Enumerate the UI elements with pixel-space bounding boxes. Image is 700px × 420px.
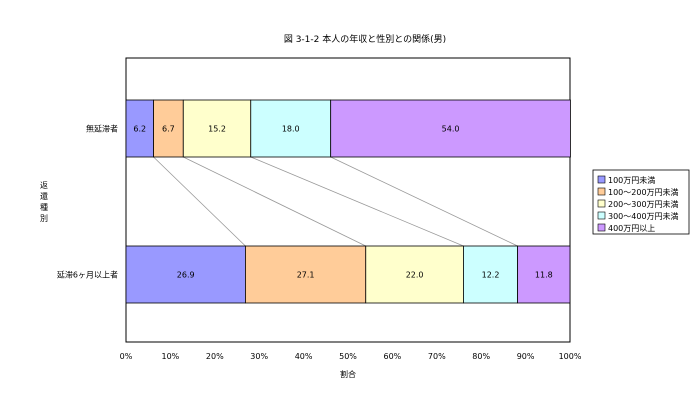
x-tick-label: 20% bbox=[206, 352, 224, 361]
y-axis-label-char: 返 bbox=[40, 181, 48, 190]
x-tick-label: 80% bbox=[472, 352, 490, 361]
value-label: 27.1 bbox=[297, 271, 315, 280]
series-line bbox=[153, 156, 246, 247]
legend-label: 100～200万円未満 bbox=[608, 187, 679, 197]
bar-delinquent-6mo-s4 bbox=[463, 245, 519, 304]
value-label: 26.9 bbox=[177, 271, 195, 280]
chart-title: 図 3-1-2 本人の年収と性別との関係(男) bbox=[284, 33, 446, 45]
bar-delinquent-6mo-s5 bbox=[517, 245, 571, 304]
y-axis-label-char: 別 bbox=[40, 214, 48, 223]
x-tick-label: 60% bbox=[384, 352, 402, 361]
x-axis-ticks: 0% 10% 20% 30% 40% 50% 60% 70% 80% 90% 100% bbox=[120, 352, 582, 361]
legend-label: 300～400万円未満 bbox=[608, 211, 679, 221]
value-label: 12.2 bbox=[482, 271, 500, 280]
x-tick-label: 30% bbox=[250, 352, 268, 361]
x-tick-label: 90% bbox=[517, 352, 535, 361]
bar-delinquent-6mo-s3 bbox=[365, 245, 464, 304]
legend-box bbox=[592, 169, 690, 235]
bar-no-delinquency-s2 bbox=[153, 99, 184, 158]
value-label: 15.2 bbox=[208, 125, 226, 134]
value-label: 54.0 bbox=[442, 125, 460, 134]
value-label: 6.7 bbox=[162, 125, 175, 134]
bar-no-delinquency-s1 bbox=[125, 99, 154, 158]
bar-delinquent-6mo-s1 bbox=[125, 245, 246, 304]
value-label: 6.2 bbox=[133, 125, 146, 134]
value-label: 11.8 bbox=[535, 271, 553, 280]
series-line bbox=[330, 156, 518, 247]
x-tick-label: 40% bbox=[295, 352, 313, 361]
x-tick-label: 10% bbox=[162, 352, 180, 361]
legend-swatch bbox=[597, 199, 606, 208]
x-tick-label: 100% bbox=[559, 352, 582, 361]
bar-no-delinquency-s5 bbox=[330, 99, 571, 158]
legend-label: 200～300万円未満 bbox=[608, 199, 679, 209]
series-line bbox=[183, 156, 366, 247]
legend-swatch bbox=[597, 187, 606, 196]
legend-swatch bbox=[597, 175, 606, 184]
legend-label: 100万円未満 bbox=[608, 175, 655, 185]
value-labels: 6.2 6.7 15.2 18.0 54.0 26.9 27.1 22.0 12.2 11.8 bbox=[133, 125, 552, 280]
category-label: 延滞6ヶ月以上者 bbox=[57, 270, 118, 280]
y-axis-label-char: 還 bbox=[40, 191, 48, 201]
x-tick-label: 0% bbox=[120, 352, 133, 361]
bars bbox=[125, 99, 571, 304]
category-label: 無延滞者 bbox=[86, 124, 118, 134]
legend-swatch bbox=[597, 211, 606, 220]
value-label: 22.0 bbox=[406, 271, 424, 280]
x-tick-label: 50% bbox=[339, 352, 357, 361]
value-label: 18.0 bbox=[282, 125, 300, 134]
series-line bbox=[250, 156, 464, 247]
plot-area bbox=[125, 57, 571, 343]
legend-label: 400万円以上 bbox=[608, 224, 655, 233]
legend: 100万円未満 100～200万円未満 200～300万円未満 300～400万円未満… bbox=[592, 169, 690, 235]
y-axis-label-char: 種 bbox=[40, 202, 48, 212]
bar-delinquent-6mo-s2 bbox=[245, 245, 367, 304]
series-lines bbox=[153, 156, 518, 247]
legend-swatch bbox=[597, 223, 606, 232]
bar-no-delinquency-s4 bbox=[250, 99, 332, 158]
x-axis-label: 割合 bbox=[340, 369, 356, 379]
x-tick-label: 70% bbox=[428, 352, 446, 361]
